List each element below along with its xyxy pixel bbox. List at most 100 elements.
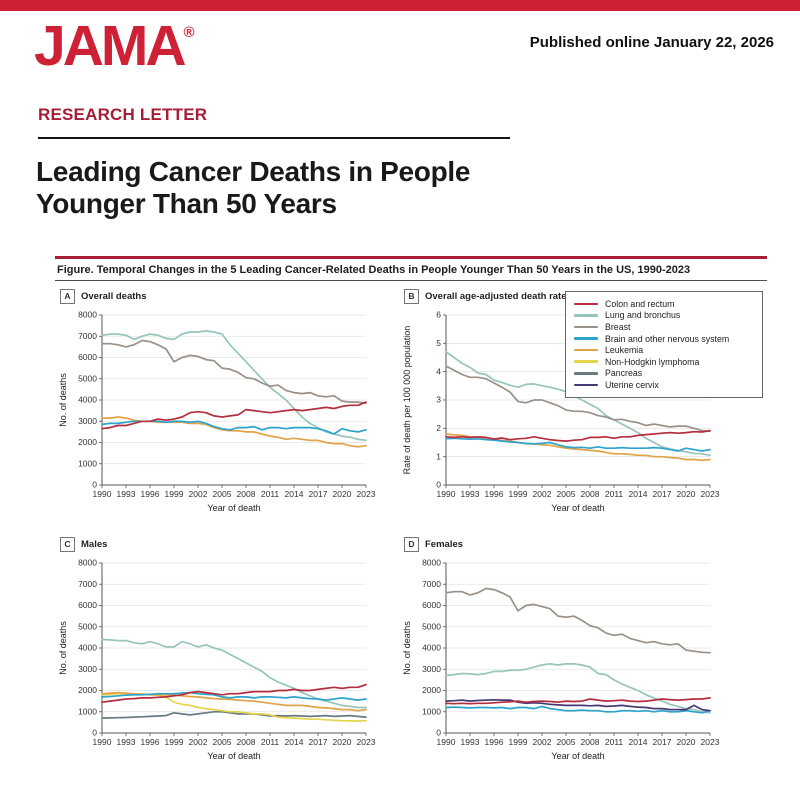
svg-text:2023: 2023 (701, 489, 720, 499)
svg-text:2023: 2023 (357, 737, 376, 747)
svg-text:7000: 7000 (422, 579, 441, 589)
panel-a: A Overall deaths 0 1000 2000 3000 4000 5000 60… (56, 288, 392, 517)
svg-text:4000: 4000 (78, 395, 97, 405)
svg-text:1990: 1990 (437, 489, 456, 499)
legend-item-leukemia: Leukemia (574, 344, 754, 356)
svg-text:2008: 2008 (237, 737, 256, 747)
panel-b-header: B Overall age-adjusted death rate (404, 288, 736, 304)
article-title-line2: Younger Than 50 Years (36, 188, 337, 220)
svg-text:2002: 2002 (533, 489, 552, 499)
legend-label: Colon and rectum (605, 298, 675, 309)
svg-text:4000: 4000 (78, 643, 97, 653)
svg-text:2020: 2020 (333, 737, 352, 747)
panel-c-chart: 0 1000 2000 3000 4000 5000 6000 7000 8000 1990 199… (58, 558, 376, 761)
jama-logo: JAMA® (34, 18, 195, 75)
svg-text:2002: 2002 (189, 737, 208, 747)
svg-text:2023: 2023 (357, 489, 376, 499)
svg-text:1990: 1990 (437, 737, 456, 747)
svg-text:7000: 7000 (78, 579, 97, 589)
svg-text:8000: 8000 (78, 310, 97, 320)
svg-text:2008: 2008 (581, 737, 600, 747)
svg-text:2017: 2017 (653, 489, 672, 499)
chart-legend: Colon and rectum Lung and bronchus Breast B… (565, 291, 763, 398)
brain-line-swatch (574, 337, 598, 340)
svg-text:2000: 2000 (422, 685, 441, 695)
article-title-line1: Leading Cancer Deaths in People (36, 156, 471, 187)
svg-text:No. of deaths: No. of deaths (402, 621, 412, 675)
svg-text:2011: 2011 (605, 737, 624, 747)
cervix-line-swatch (574, 383, 598, 387)
svg-text:0: 0 (92, 480, 97, 490)
jama-logo-text: JAMA (34, 14, 187, 78)
svg-text:7000: 7000 (78, 331, 97, 341)
svg-text:3000: 3000 (78, 416, 97, 426)
leukemia-line-swatch (574, 348, 598, 352)
svg-text:2008: 2008 (237, 489, 256, 499)
svg-text:1996: 1996 (485, 737, 504, 747)
svg-text:1990: 1990 (93, 737, 112, 747)
svg-text:2020: 2020 (333, 489, 352, 499)
panel-c: C Males 0 1000 2000 3000 4000 5000 6000 7000 800… (56, 536, 392, 765)
svg-text:Year of death: Year of death (207, 503, 260, 513)
svg-text:4000: 4000 (422, 643, 441, 653)
legend-label: Lung and bronchus (605, 310, 681, 321)
svg-text:6: 6 (436, 310, 441, 320)
svg-text:Rate of death per 100 000 popu: Rate of death per 100 000 population (402, 326, 412, 475)
registered-mark: ® (183, 24, 195, 41)
legend-item-breast: Breast (574, 321, 754, 333)
svg-text:3: 3 (436, 395, 441, 405)
svg-text:2005: 2005 (557, 737, 576, 747)
legend-item-brain: Brain and other nervous system (574, 333, 754, 345)
panel-d-title: Females (425, 538, 464, 550)
svg-text:2000: 2000 (78, 437, 97, 447)
panel-b-title: Overall age-adjusted death rate (425, 290, 567, 302)
svg-text:1993: 1993 (461, 489, 480, 499)
section-rule (38, 137, 510, 139)
legend-item-cervix: Uterine cervix (574, 379, 754, 391)
svg-text:2017: 2017 (309, 737, 328, 747)
legend-label: Leukemia (605, 345, 644, 356)
figure-block: Figure. Temporal Changes in the 5 Leadin… (55, 256, 767, 281)
svg-text:1000: 1000 (422, 706, 441, 716)
published-date: Published online January 22, 2026 (529, 34, 774, 51)
svg-text:2017: 2017 (653, 737, 672, 747)
lung-line-swatch (574, 314, 598, 317)
svg-text:1996: 1996 (141, 489, 160, 499)
nhl-line-swatch (574, 360, 598, 364)
svg-text:2011: 2011 (261, 489, 280, 499)
svg-text:1993: 1993 (117, 737, 136, 747)
svg-text:No. of deaths: No. of deaths (58, 621, 68, 675)
svg-text:2020: 2020 (677, 489, 696, 499)
svg-text:No. of deaths: No. of deaths (58, 373, 68, 427)
svg-text:0: 0 (436, 480, 441, 490)
brand-top-bar (0, 0, 800, 11)
legend-item-lung: Lung and bronchus (574, 310, 754, 322)
section-label: RESEARCH LETTER (38, 105, 208, 124)
panel-d-letter: D (404, 536, 419, 552)
svg-text:2014: 2014 (629, 489, 648, 499)
legend-label: Pancreas (605, 368, 643, 379)
svg-text:2017: 2017 (309, 489, 328, 499)
panel-a-letter: A (60, 288, 75, 304)
figure-caption: Figure. Temporal Changes in the 5 Leadin… (57, 264, 691, 276)
svg-text:8000: 8000 (78, 558, 97, 568)
svg-text:1999: 1999 (509, 489, 528, 499)
panel-c-letter: C (60, 536, 75, 552)
svg-text:2002: 2002 (189, 489, 208, 499)
svg-text:1: 1 (436, 451, 441, 461)
colon-line-swatch (574, 302, 598, 306)
svg-text:1996: 1996 (141, 737, 160, 747)
svg-text:1993: 1993 (117, 489, 136, 499)
panel-a-title: Overall deaths (81, 290, 147, 302)
panel-b-letter: B (404, 288, 419, 304)
svg-text:2011: 2011 (605, 489, 624, 499)
svg-text:1999: 1999 (165, 737, 184, 747)
panel-c-header: C Males (60, 536, 392, 552)
figure-top-rule (55, 256, 767, 259)
svg-text:2000: 2000 (78, 685, 97, 695)
svg-text:2005: 2005 (213, 489, 232, 499)
svg-text:2008: 2008 (581, 489, 600, 499)
svg-text:4: 4 (436, 366, 441, 376)
article-title: Leading Cancer Deaths in People Younger T… (36, 156, 470, 221)
